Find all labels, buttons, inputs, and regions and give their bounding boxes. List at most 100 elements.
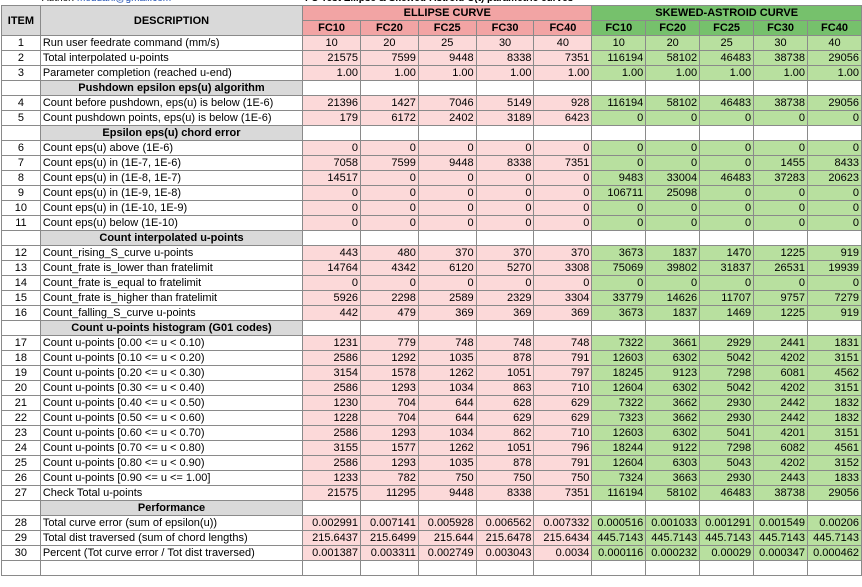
item-number-cell: 12 bbox=[1, 245, 41, 261]
section-blank-cell bbox=[807, 500, 862, 516]
ellipse-value-cell: 0.002991 bbox=[302, 515, 361, 531]
astroid-value-cell: 11707 bbox=[699, 290, 755, 306]
astroid-value-cell: 1832 bbox=[807, 395, 862, 411]
section-blank-cell bbox=[699, 500, 755, 516]
ellipse-value-cell: 710 bbox=[533, 380, 593, 396]
astroid-value-cell: 0 bbox=[807, 275, 862, 291]
ellipse-value-cell: 7046 bbox=[417, 95, 477, 111]
ellipse-value-cell: 0 bbox=[417, 185, 477, 201]
astroid-value-cell: 0 bbox=[699, 200, 755, 216]
description-cell: Count eps(u) in (1E-9, 1E-8) bbox=[39, 185, 304, 201]
astroid-value-cell: 1.00 bbox=[699, 65, 755, 81]
astroid-value-cell: 7298 bbox=[699, 440, 755, 456]
ellipse-value-cell: 6172 bbox=[360, 110, 419, 126]
astroid-value-cell: 1.00 bbox=[807, 65, 862, 81]
astroid-value-cell: 38738 bbox=[753, 50, 808, 66]
results-table: ITEM DESCRIPTION ELLIPSE CURVE SKEWED-AS… bbox=[1, 5, 862, 576]
ellipse-value-cell: 3155 bbox=[302, 440, 361, 456]
ellipse-value-cell: 1293 bbox=[360, 380, 419, 396]
ellipse-fc-header: FC40 bbox=[533, 20, 593, 36]
ellipse-value-cell: 3189 bbox=[475, 110, 535, 126]
astroid-value-cell: 1470 bbox=[699, 245, 755, 261]
ellipse-value-cell: 479 bbox=[360, 305, 419, 321]
astroid-value-cell: 58102 bbox=[645, 50, 701, 66]
ellipse-value-cell: 215.6434 bbox=[533, 530, 593, 546]
blank-row bbox=[1, 560, 862, 576]
ellipse-value-cell: 21575 bbox=[302, 50, 361, 66]
item-number-cell: 23 bbox=[1, 425, 41, 441]
table-row: 9 Count eps(u) in (1E-9, 1E-8) 0 0 0 0 0 106711… bbox=[1, 185, 862, 201]
ellipse-value-cell: 14764 bbox=[302, 260, 361, 276]
astroid-value-cell: 445.7143 bbox=[645, 530, 701, 546]
table-row: 28 Total curve error (sum of epsilon(u)) 0… bbox=[1, 515, 862, 531]
item-number-cell: 4 bbox=[1, 95, 41, 111]
astroid-fc-header: FC30 bbox=[753, 20, 808, 36]
description-cell: Count u-points [0.20 <= u < 0.30) bbox=[39, 365, 304, 381]
ellipse-value-cell: 2589 bbox=[417, 290, 477, 306]
ellipse-value-cell: 0 bbox=[533, 140, 593, 156]
astroid-value-cell: 39802 bbox=[645, 260, 701, 276]
ellipse-value-cell: 7351 bbox=[533, 155, 593, 171]
astroid-value-cell: 3673 bbox=[591, 305, 647, 321]
sheet-title: FC Test Ellipse & Skewed-Astroid C(t) pa… bbox=[305, 0, 573, 4]
section-row: Epsilon eps(u) chord error bbox=[1, 125, 862, 141]
section-blank-cell bbox=[807, 230, 862, 246]
ellipse-value-cell: 8338 bbox=[475, 50, 535, 66]
astroid-value-cell: 29056 bbox=[807, 50, 862, 66]
astroid-value-cell: 919 bbox=[807, 245, 862, 261]
blank-cell bbox=[360, 560, 419, 576]
table-row: 25 Count u-points [0.80 <= u < 0.90) 2586 1… bbox=[1, 455, 862, 471]
section-item-cell bbox=[1, 230, 41, 246]
astroid-value-cell: 1.00 bbox=[645, 65, 701, 81]
section-blank-cell bbox=[417, 125, 477, 141]
description-cell: Count eps(u) in (1E-10, 1E-9) bbox=[39, 200, 304, 216]
section-blank-cell bbox=[533, 80, 593, 96]
ellipse-value-cell: 0 bbox=[302, 275, 361, 291]
astroid-value-cell: 3673 bbox=[591, 245, 647, 261]
astroid-value-cell: 116194 bbox=[591, 95, 647, 111]
astroid-value-cell: 0 bbox=[753, 185, 808, 201]
blank-cell bbox=[591, 560, 647, 576]
item-number-cell: 9 bbox=[1, 185, 41, 201]
ellipse-value-cell: 0 bbox=[360, 140, 419, 156]
ellipse-value-cell: 369 bbox=[475, 305, 535, 321]
ellipse-value-cell: 369 bbox=[533, 305, 593, 321]
astroid-value-cell: 5042 bbox=[699, 380, 755, 396]
ellipse-value-cell: 791 bbox=[533, 455, 593, 471]
description-cell: Count_falling_S_curve u-points bbox=[39, 305, 304, 321]
ellipse-value-cell: 0 bbox=[360, 275, 419, 291]
astroid-value-cell: 1469 bbox=[699, 305, 755, 321]
ellipse-value-cell: 442 bbox=[302, 305, 361, 321]
section-title: Performance bbox=[39, 500, 304, 516]
section-blank-cell bbox=[302, 80, 361, 96]
ellipse-value-cell: 1035 bbox=[417, 350, 477, 366]
section-blank-cell bbox=[807, 125, 862, 141]
section-blank-cell bbox=[533, 125, 593, 141]
author-email-link[interactable]: meddahi@gmail.com bbox=[77, 0, 171, 4]
item-number-cell: 8 bbox=[1, 170, 41, 186]
section-blank-cell bbox=[533, 500, 593, 516]
astroid-value-cell: 7298 bbox=[699, 365, 755, 381]
section-blank-cell bbox=[533, 320, 593, 336]
astroid-value-cell: 0 bbox=[753, 200, 808, 216]
astroid-fc-header: FC40 bbox=[807, 20, 862, 36]
astroid-value-cell: 1455 bbox=[753, 155, 808, 171]
ellipse-value-cell: 878 bbox=[475, 350, 535, 366]
ellipse-value-cell: 1262 bbox=[417, 365, 477, 381]
section-blank-cell bbox=[417, 230, 477, 246]
astroid-value-cell: 3662 bbox=[645, 395, 701, 411]
astroid-value-cell: 0 bbox=[591, 140, 647, 156]
ellipse-value-cell: 21575 bbox=[302, 485, 361, 501]
astroid-value-cell: 1837 bbox=[645, 245, 701, 261]
ellipse-value-cell: 215.6437 bbox=[302, 530, 361, 546]
description-cell: Count u-points [0.80 <= u < 0.90) bbox=[39, 455, 304, 471]
section-blank-cell bbox=[475, 500, 535, 516]
ellipse-value-cell: 0.0034 bbox=[533, 545, 593, 561]
table-row: 30 Percent (Tot curve error / Tot dist tr… bbox=[1, 545, 862, 561]
header-row-2: FC10 FC20 FC25 FC30 FC40 FC10 FC20 FC25 … bbox=[2, 20, 862, 36]
astroid-value-cell: 29056 bbox=[807, 95, 862, 111]
ellipse-value-cell: 1228 bbox=[302, 410, 361, 426]
table-row: 21 Count u-points [0.40 <= u < 0.50) 1230 7… bbox=[1, 395, 862, 411]
astroid-value-cell: 0.001033 bbox=[645, 515, 701, 531]
item-number-cell: 30 bbox=[1, 545, 41, 561]
